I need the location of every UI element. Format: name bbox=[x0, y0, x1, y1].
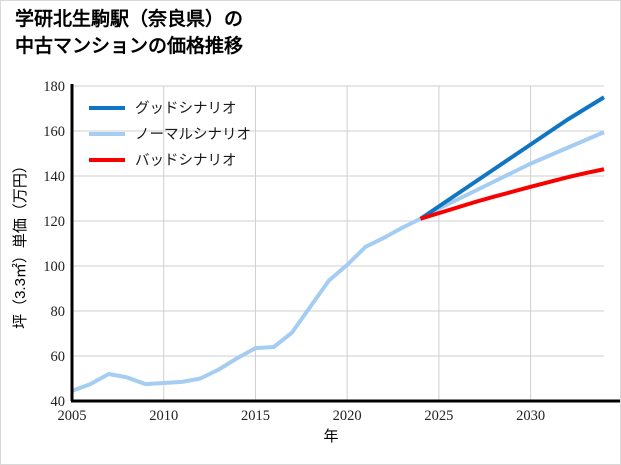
series-line bbox=[419, 95, 606, 221]
x-tick-label: 2030 bbox=[516, 408, 545, 424]
x-tick-label: 2010 bbox=[149, 408, 178, 424]
x-tick-label: 2015 bbox=[241, 408, 270, 424]
y-tick-label: 120 bbox=[43, 214, 65, 230]
x-tick-label: 2025 bbox=[424, 408, 453, 424]
y-tick-label: 100 bbox=[43, 259, 65, 275]
gridlines bbox=[71, 85, 604, 402]
chart-title: 学研北生駒駅（奈良県）の 中古マンションの価格推移 bbox=[15, 9, 244, 57]
legend-label: グッドシナリオ bbox=[135, 100, 237, 117]
axis-lines bbox=[70, 84, 620, 403]
y-tick-labels: 40 60 80 100 120 140 160 180 bbox=[43, 79, 65, 410]
y-tick-label: 60 bbox=[51, 349, 66, 365]
x-tick-label: 2005 bbox=[58, 408, 87, 424]
data-series-group bbox=[71, 95, 606, 393]
x-tick-labels: 2005 2010 2015 2020 2025 2030 bbox=[58, 408, 546, 424]
legend-label: バッドシナリオ bbox=[135, 153, 237, 169]
series-line bbox=[71, 130, 605, 393]
y-tick-label: 80 bbox=[51, 304, 66, 320]
y-tick-label: 40 bbox=[51, 394, 66, 410]
x-axis-title: 年 bbox=[323, 428, 338, 445]
y-axis-title: 坪（3.3㎡）単価（万円） bbox=[12, 158, 29, 329]
y-tick-label: 140 bbox=[43, 169, 65, 185]
y-tick-label: 180 bbox=[43, 79, 65, 95]
legend-label: ノーマルシナリオ bbox=[135, 127, 251, 143]
axis-titles: 年 坪（3.3㎡）単価（万円） bbox=[12, 158, 339, 445]
series-line bbox=[419, 167, 605, 221]
x-tick-label: 2020 bbox=[333, 408, 362, 424]
y-tick-label: 160 bbox=[43, 124, 65, 140]
